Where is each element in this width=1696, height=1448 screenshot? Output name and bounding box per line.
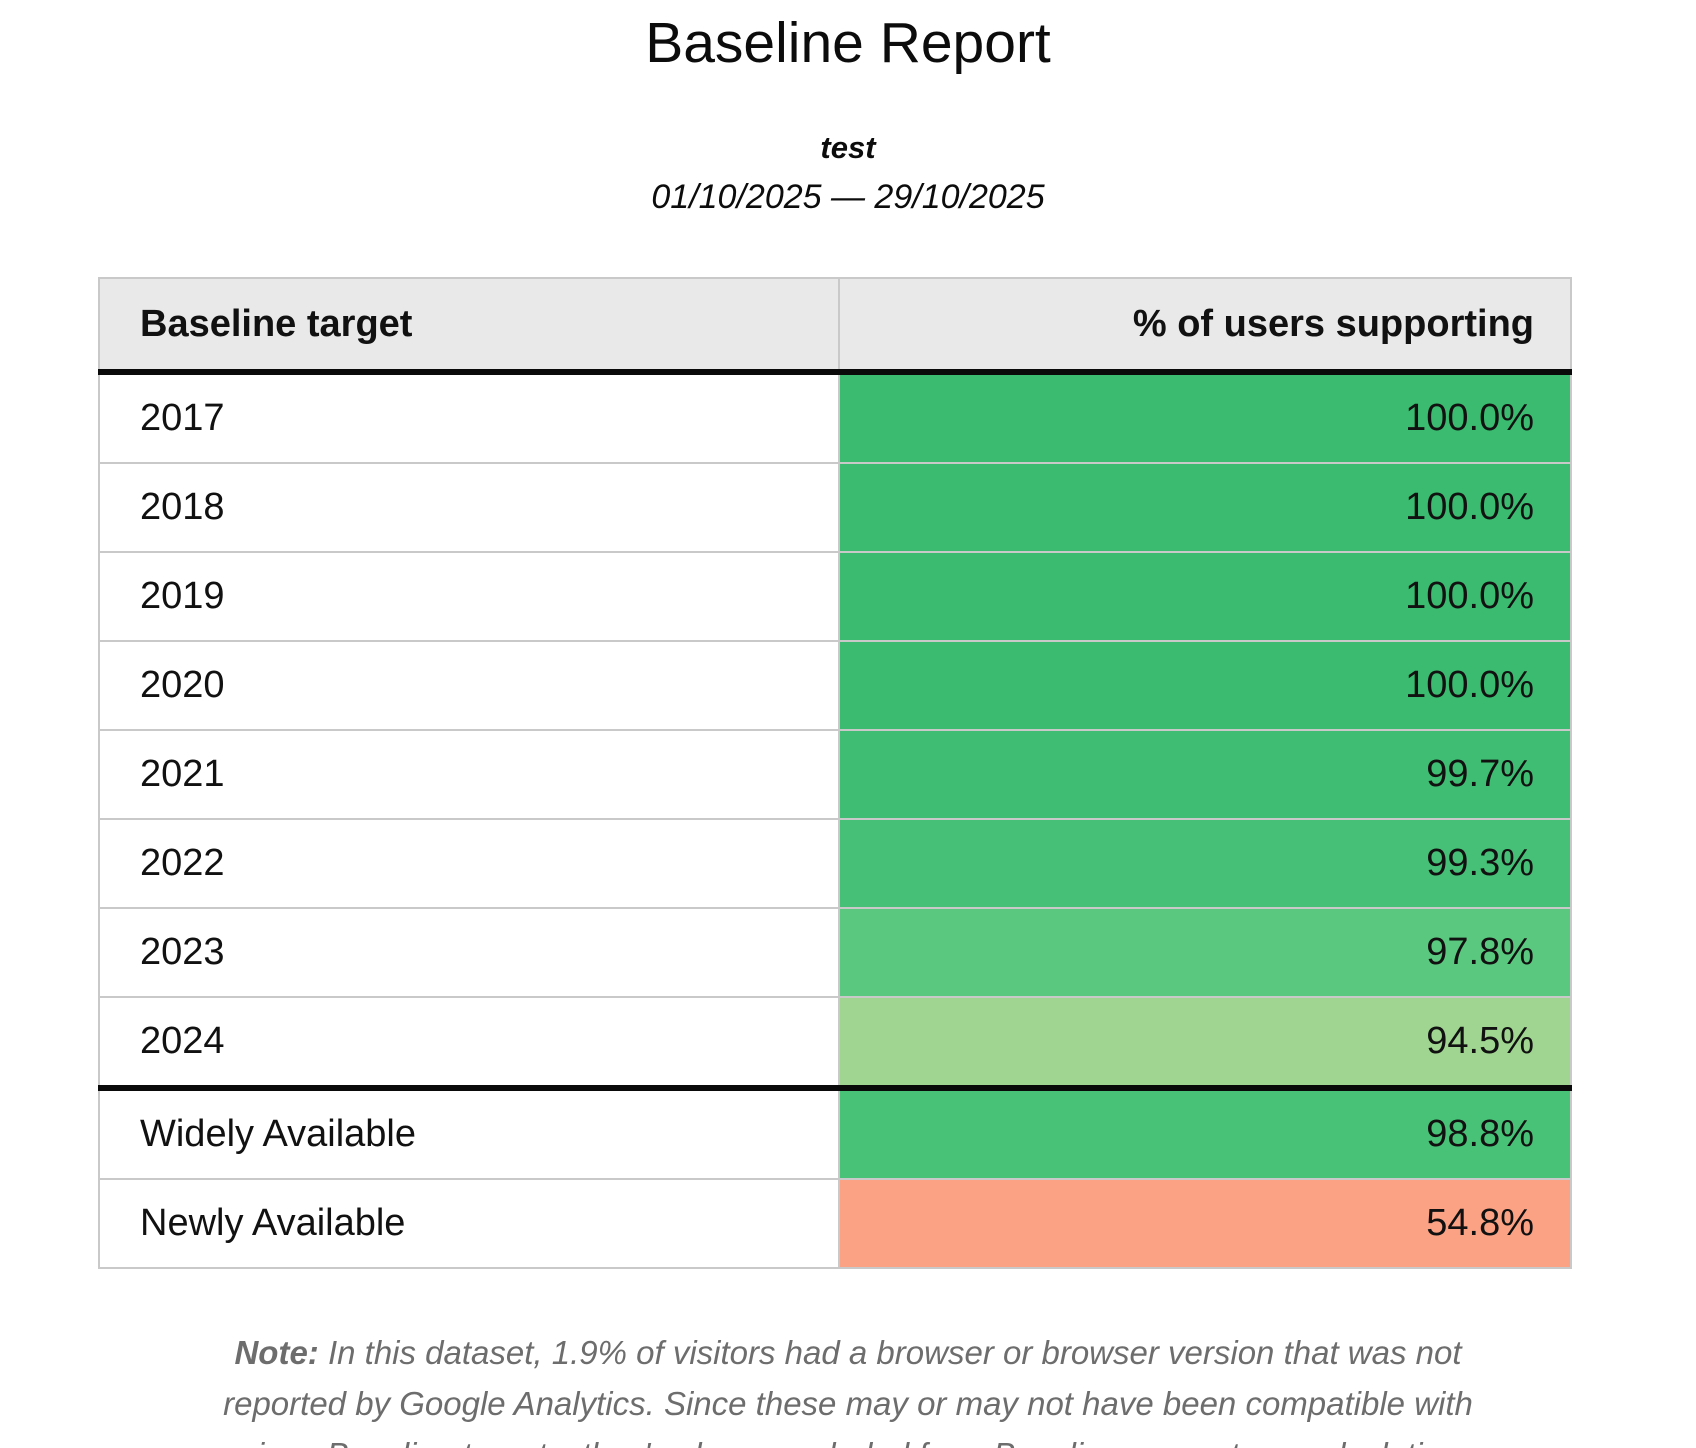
table-row: 2018 100.0% xyxy=(99,462,1571,552)
table-row: 2023 97.8% xyxy=(99,907,1571,997)
percent-supporting-cell: 94.5% xyxy=(838,996,1571,1088)
baseline-target-cell: Widely Available xyxy=(99,1085,839,1179)
report-date-range: 01/10/2025 — 29/10/2025 xyxy=(651,178,1045,216)
percent-supporting-cell: 100.0% xyxy=(838,462,1571,552)
baseline-target-cell: 2022 xyxy=(99,818,839,908)
percent-supporting-cell: 100.0% xyxy=(838,551,1571,641)
percent-supporting-cell: 97.8% xyxy=(838,907,1571,997)
percent-supporting-cell: 99.3% xyxy=(838,818,1571,908)
table-row: 2024 94.5% xyxy=(99,996,1571,1088)
table-row: 2022 99.3% xyxy=(99,818,1571,908)
baseline-target-cell: 2021 xyxy=(99,729,839,819)
baseline-target-cell: 2018 xyxy=(99,462,839,552)
report-subtitle: test xyxy=(820,130,876,165)
table-row: 2019 100.0% xyxy=(99,551,1571,641)
baseline-target-cell: 2017 xyxy=(99,372,839,463)
percent-supporting-cell: 100.0% xyxy=(838,640,1571,730)
table-header-row: Baseline target % of users supporting xyxy=(99,278,1571,375)
table-row: Newly Available 54.8% xyxy=(99,1178,1571,1268)
report-note: Note: In this dataset, 1.9% of visitors … xyxy=(188,1327,1508,1448)
table-row: 2017 100.0% xyxy=(99,372,1571,463)
baseline-target-cell: 2019 xyxy=(99,551,839,641)
baseline-table-body: 2017 100.0% 2018 100.0% 2019 100.0% 2020 100.0%… xyxy=(99,372,1571,1268)
note-text: In this dataset, 1.9% of visitors had a … xyxy=(211,1334,1485,1448)
baseline-table: Baseline target % of users supporting 20… xyxy=(98,277,1572,1269)
table-row: 2021 99.7% xyxy=(99,729,1571,819)
column-header-percent-supporting: % of users supporting xyxy=(838,278,1571,375)
note-label: Note: xyxy=(234,1334,319,1371)
table-row: 2020 100.0% xyxy=(99,640,1571,730)
percent-supporting-cell: 99.7% xyxy=(838,729,1571,819)
baseline-target-cell: 2023 xyxy=(99,907,839,997)
percent-supporting-cell: 100.0% xyxy=(838,372,1571,463)
baseline-target-cell: Newly Available xyxy=(99,1178,839,1268)
baseline-target-cell: 2024 xyxy=(99,996,839,1088)
percent-supporting-cell: 54.8% xyxy=(838,1178,1571,1268)
page-title: Baseline Report xyxy=(645,11,1051,75)
table-row: Widely Available 98.8% xyxy=(99,1085,1571,1179)
percent-supporting-cell: 98.8% xyxy=(838,1085,1571,1179)
column-header-baseline-target: Baseline target xyxy=(99,278,839,375)
baseline-target-cell: 2020 xyxy=(99,640,839,730)
